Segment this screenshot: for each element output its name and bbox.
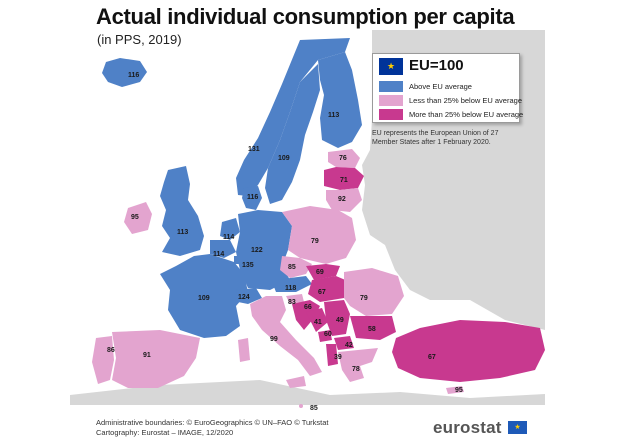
value-label-finland: 113 [328,112,339,119]
region-norway [236,38,350,196]
region-sweden [265,64,320,204]
region-czechia [280,256,312,278]
map-subtitle: (in PPS, 2019) [97,32,182,47]
region-serbia [324,300,350,336]
region-albania [326,344,338,366]
value-label-albania: 39 [334,354,342,361]
value-label-lithuania: 92 [338,196,346,203]
value-label-montenegro: 60 [324,331,332,338]
value-label-greece: 78 [352,366,360,373]
value-label-romania: 79 [360,295,368,302]
region-iceland [102,58,147,87]
value-label-czechia: 85 [288,264,296,271]
value-label-denmark: 116 [247,194,258,201]
value-label-serbia: 49 [336,317,344,324]
legend-swatch-above [379,81,403,92]
region-latvia [324,167,364,190]
map-title: Actual individual consumption per capita [96,4,515,29]
legend-swatch-more-below [379,109,403,120]
eu-note: EU represents the European Union of 27 M… [372,130,499,146]
region-sardinia [238,338,250,362]
region-bulgaria [350,316,396,340]
value-label-norway: 131 [248,146,260,153]
region-turkey [392,320,545,382]
value-label-malta: 85 [310,405,318,412]
value-label-netherlands: 114 [223,234,234,241]
region-ireland [124,202,152,234]
value-label-hungary: 67 [318,289,326,296]
value-label-france: 109 [198,295,210,302]
region-poland [282,206,356,264]
footer-boundaries: Administrative boundaries: © EuroGeograp… [96,418,329,427]
region-netherlands [220,218,240,240]
region-spain [112,330,200,388]
region-hungary [308,276,350,302]
value-label-spain: 91 [143,352,151,359]
region-estonia [328,149,360,168]
value-label-cyprus: 95 [455,387,463,394]
value-label-portugal: 86 [107,347,115,354]
value-label-uk: 113 [177,229,188,236]
eu-flag-icon: ★ [379,58,403,75]
value-label-croatia: 66 [304,304,312,311]
region-north-macedonia [334,336,354,350]
value-label-sweden: 109 [278,155,290,162]
region-switzerland [236,288,262,304]
value-label-turkey: 67 [428,354,436,361]
region-denmark [242,186,262,210]
value-label-luxembourg: 135 [242,262,254,269]
non-data-africa [70,380,545,405]
region-montenegro [318,330,332,342]
region-lithuania [326,188,362,212]
region-cyprus [446,386,464,394]
legend: ★ EU=100 Above EU average Less than 25% … [372,53,524,123]
region-malta [299,404,303,408]
region-finland [318,52,362,148]
region-italy [250,296,322,376]
legend-title: EU=100 [409,57,464,74]
value-label-slovakia: 69 [316,269,324,276]
region-croatia [292,300,320,330]
region-romania [344,268,404,316]
value-label-italy: 99 [270,336,278,343]
value-label-bosnia: 41 [314,319,322,326]
legend-label-more-below: More than 25% below EU average [409,110,524,119]
value-labels: 116 131 109 113 76 71 92 116 95 113 114 … [107,72,463,412]
region-greece [338,348,378,382]
value-label-latvia: 71 [340,177,348,184]
value-label-north-macedonia: 42 [345,342,353,349]
value-label-belgium: 114 [213,251,224,258]
region-germany [236,210,292,290]
region-portugal [92,336,114,384]
eurostat-logo: eurostat [433,418,502,437]
value-label-ireland: 95 [131,214,139,221]
value-label-austria: 118 [285,285,296,292]
footer-cartography: Cartography: Eurostat – IMAGE, 12/2020 [96,428,234,437]
legend-label-above: Above EU average [409,82,472,91]
region-belgium [210,240,236,258]
value-label-bulgaria: 58 [368,326,376,333]
value-label-poland: 79 [311,238,319,245]
value-label-estonia: 76 [339,155,347,162]
region-france [160,254,248,338]
region-slovakia [306,264,340,280]
region-uk [160,166,204,256]
eurostat-flag-icon: ★ [508,421,527,434]
region-slovenia [286,294,304,304]
region-sicily [286,376,306,388]
legend-swatch-less-below [379,95,403,106]
legend-label-less-below: Less than 25% below EU average [409,96,522,105]
region-austria [272,276,312,292]
value-label-switzerland: 124 [238,294,250,301]
value-label-germany: 122 [251,247,263,254]
value-label-slovenia: 83 [288,299,296,306]
region-bosnia [306,308,328,332]
value-label-iceland: 116 [128,72,139,79]
